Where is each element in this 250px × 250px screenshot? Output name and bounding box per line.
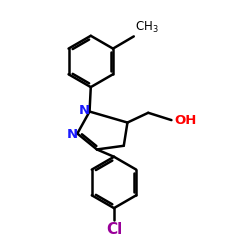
Text: Cl: Cl: [106, 222, 122, 237]
Text: CH$_3$: CH$_3$: [136, 20, 159, 35]
Text: N: N: [78, 104, 90, 117]
Text: OH: OH: [174, 114, 196, 126]
Text: N: N: [66, 128, 78, 140]
